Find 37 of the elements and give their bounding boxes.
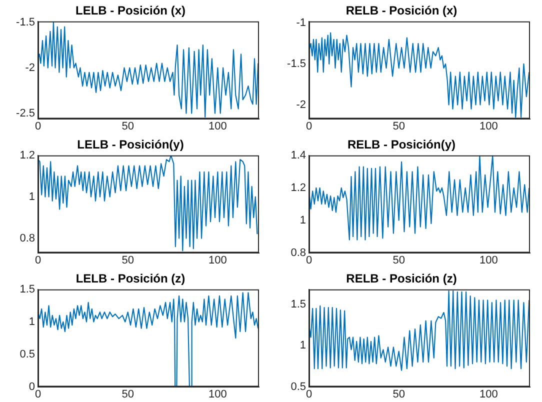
y-tick-label: 0.8	[290, 246, 306, 259]
x-tick-label: 100	[208, 388, 227, 400]
x-tick-label: 50	[392, 120, 405, 132]
y-tick-label: 1.2	[290, 182, 306, 194]
x-tick-label: 50	[392, 388, 405, 400]
x-tick-label: 100	[208, 254, 227, 266]
y-tick-label: 1	[28, 316, 35, 328]
y-tick-label: 0.8	[20, 232, 35, 244]
x-tick-label: 100	[479, 388, 498, 400]
y-tick-label: 1.5	[290, 298, 306, 310]
chart-title: LELB - Posición (z)	[76, 272, 186, 286]
x-tick-label: 100	[479, 120, 498, 132]
chart-title: LELB - Posición(y)	[77, 138, 184, 152]
y-tick-label: -1	[296, 17, 306, 30]
x-tick-label: 100	[208, 120, 227, 132]
y-tick-label: -1.5	[287, 58, 306, 70]
y-tick-label: 1	[300, 340, 306, 352]
y-tick-label: -1.5	[16, 16, 35, 28]
y-tick-label: -2.5	[16, 107, 35, 120]
y-tick-label: -2	[25, 62, 35, 74]
x-tick-label: 50	[122, 254, 134, 266]
y-tick-label: 0.5	[20, 348, 35, 360]
y-tick-label: 1.2	[20, 149, 35, 162]
x-tick-label: 50	[122, 120, 134, 132]
y-tick-label: 1.5	[20, 283, 35, 296]
chart-title: RELB - Posición (z)	[346, 272, 457, 286]
chart-title: LELB - Posición (x)	[75, 4, 186, 18]
y-tick-label: 1	[28, 190, 35, 203]
x-tick-label: 50	[392, 254, 405, 266]
chart-title: RELB - Posición (x)	[346, 4, 458, 18]
x-tick-label: 50	[122, 388, 134, 400]
y-tick-label: 1.4	[290, 149, 306, 162]
y-tick-label: 1	[300, 214, 306, 226]
x-tick-label: 100	[479, 254, 498, 266]
chart-title: RELB - Posición(y)	[347, 138, 456, 152]
y-tick-label: 0.5	[290, 380, 306, 393]
y-tick-label: -2	[296, 98, 306, 111]
